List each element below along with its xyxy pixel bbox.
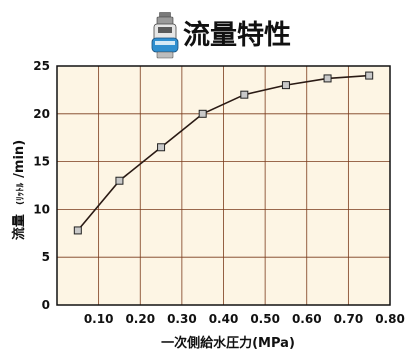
x-tick-label: 0.10 (84, 312, 114, 326)
x-tick-label: 0.50 (250, 312, 280, 326)
x-tick-label: 0.70 (334, 312, 364, 326)
chart-title: 流量特性 (183, 20, 291, 51)
y-tick-label: 15 (33, 155, 50, 169)
x-tick-label: 0.80 (375, 312, 405, 326)
plot-frame (56, 65, 391, 306)
series-line (77, 74, 370, 231)
y-tick-label: 0 (42, 298, 50, 312)
x-axis-ticks: 0.10 0.20 0.30 0.40 0.50 0.60 0.70 0.80 (84, 312, 405, 326)
data-point (281, 81, 290, 90)
data-point (240, 90, 249, 99)
data-point (198, 109, 207, 118)
data-point (115, 176, 124, 185)
data-point (365, 71, 374, 80)
x-axis-label: 一次側給水圧力(MPa) (161, 335, 295, 351)
y-axis-unit: /min) (12, 140, 27, 178)
valve-cartridge-icon (151, 12, 179, 59)
svg-text:流量 (ﾘｯﾄﾙ /min): 流量 (ﾘｯﾄﾙ /min) (8, 140, 27, 240)
x-tick-label: 0.20 (125, 312, 155, 326)
y-axis-label-main: 流量 (11, 214, 27, 240)
x-tick-label: 0.30 (167, 312, 197, 326)
grid (57, 66, 390, 305)
data-point (157, 143, 166, 152)
data-point (73, 226, 82, 235)
y-tick-label: 25 (33, 59, 50, 73)
y-axis-ticks: 0 5 10 15 20 25 (33, 59, 50, 312)
x-tick-label: 0.60 (292, 312, 322, 326)
series-markers (73, 71, 374, 235)
y-tick-label: 20 (33, 107, 50, 121)
y-axis-unit-small: (ﾘｯﾄﾙ (15, 182, 26, 205)
title-group: 流量特性 (151, 12, 291, 59)
y-tick-label: 10 (33, 202, 50, 216)
x-tick-label: 0.40 (209, 312, 239, 326)
y-axis-label: 流量 (ﾘｯﾄﾙ /min) (8, 140, 27, 240)
data-point (323, 74, 332, 83)
y-tick-label: 5 (42, 250, 50, 264)
